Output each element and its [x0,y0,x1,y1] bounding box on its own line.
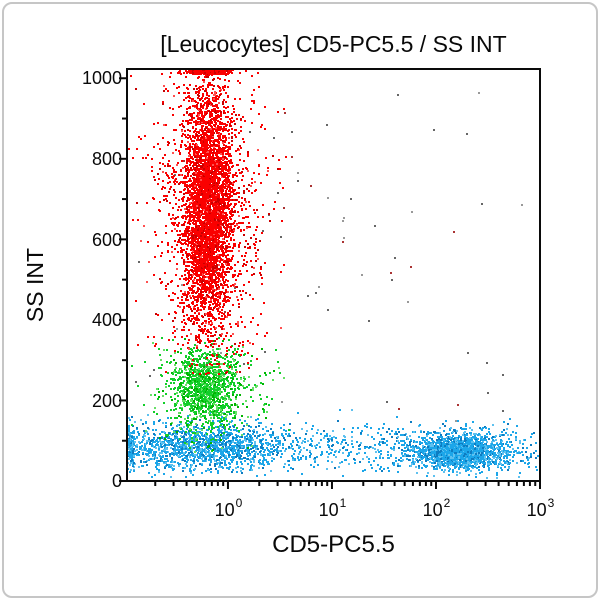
x-tick-label-1e2: 102 [422,496,451,520]
y-tick-label-1000: 1000 [81,68,122,88]
y-tick-label-200: 200 [91,391,122,411]
y-tick-label-800: 800 [91,149,122,169]
x-tick-label-1e3: 103 [526,496,555,520]
x-tick-label-1e0: 100 [214,496,243,520]
y-tick-label-600: 600 [91,230,122,250]
x-tick-label-1e1: 101 [318,496,347,520]
y-tick-label-400: 400 [91,310,122,330]
x-axis-label: CD5-PC5.5 [272,531,395,558]
y-tick-label-0: 0 [111,471,122,491]
